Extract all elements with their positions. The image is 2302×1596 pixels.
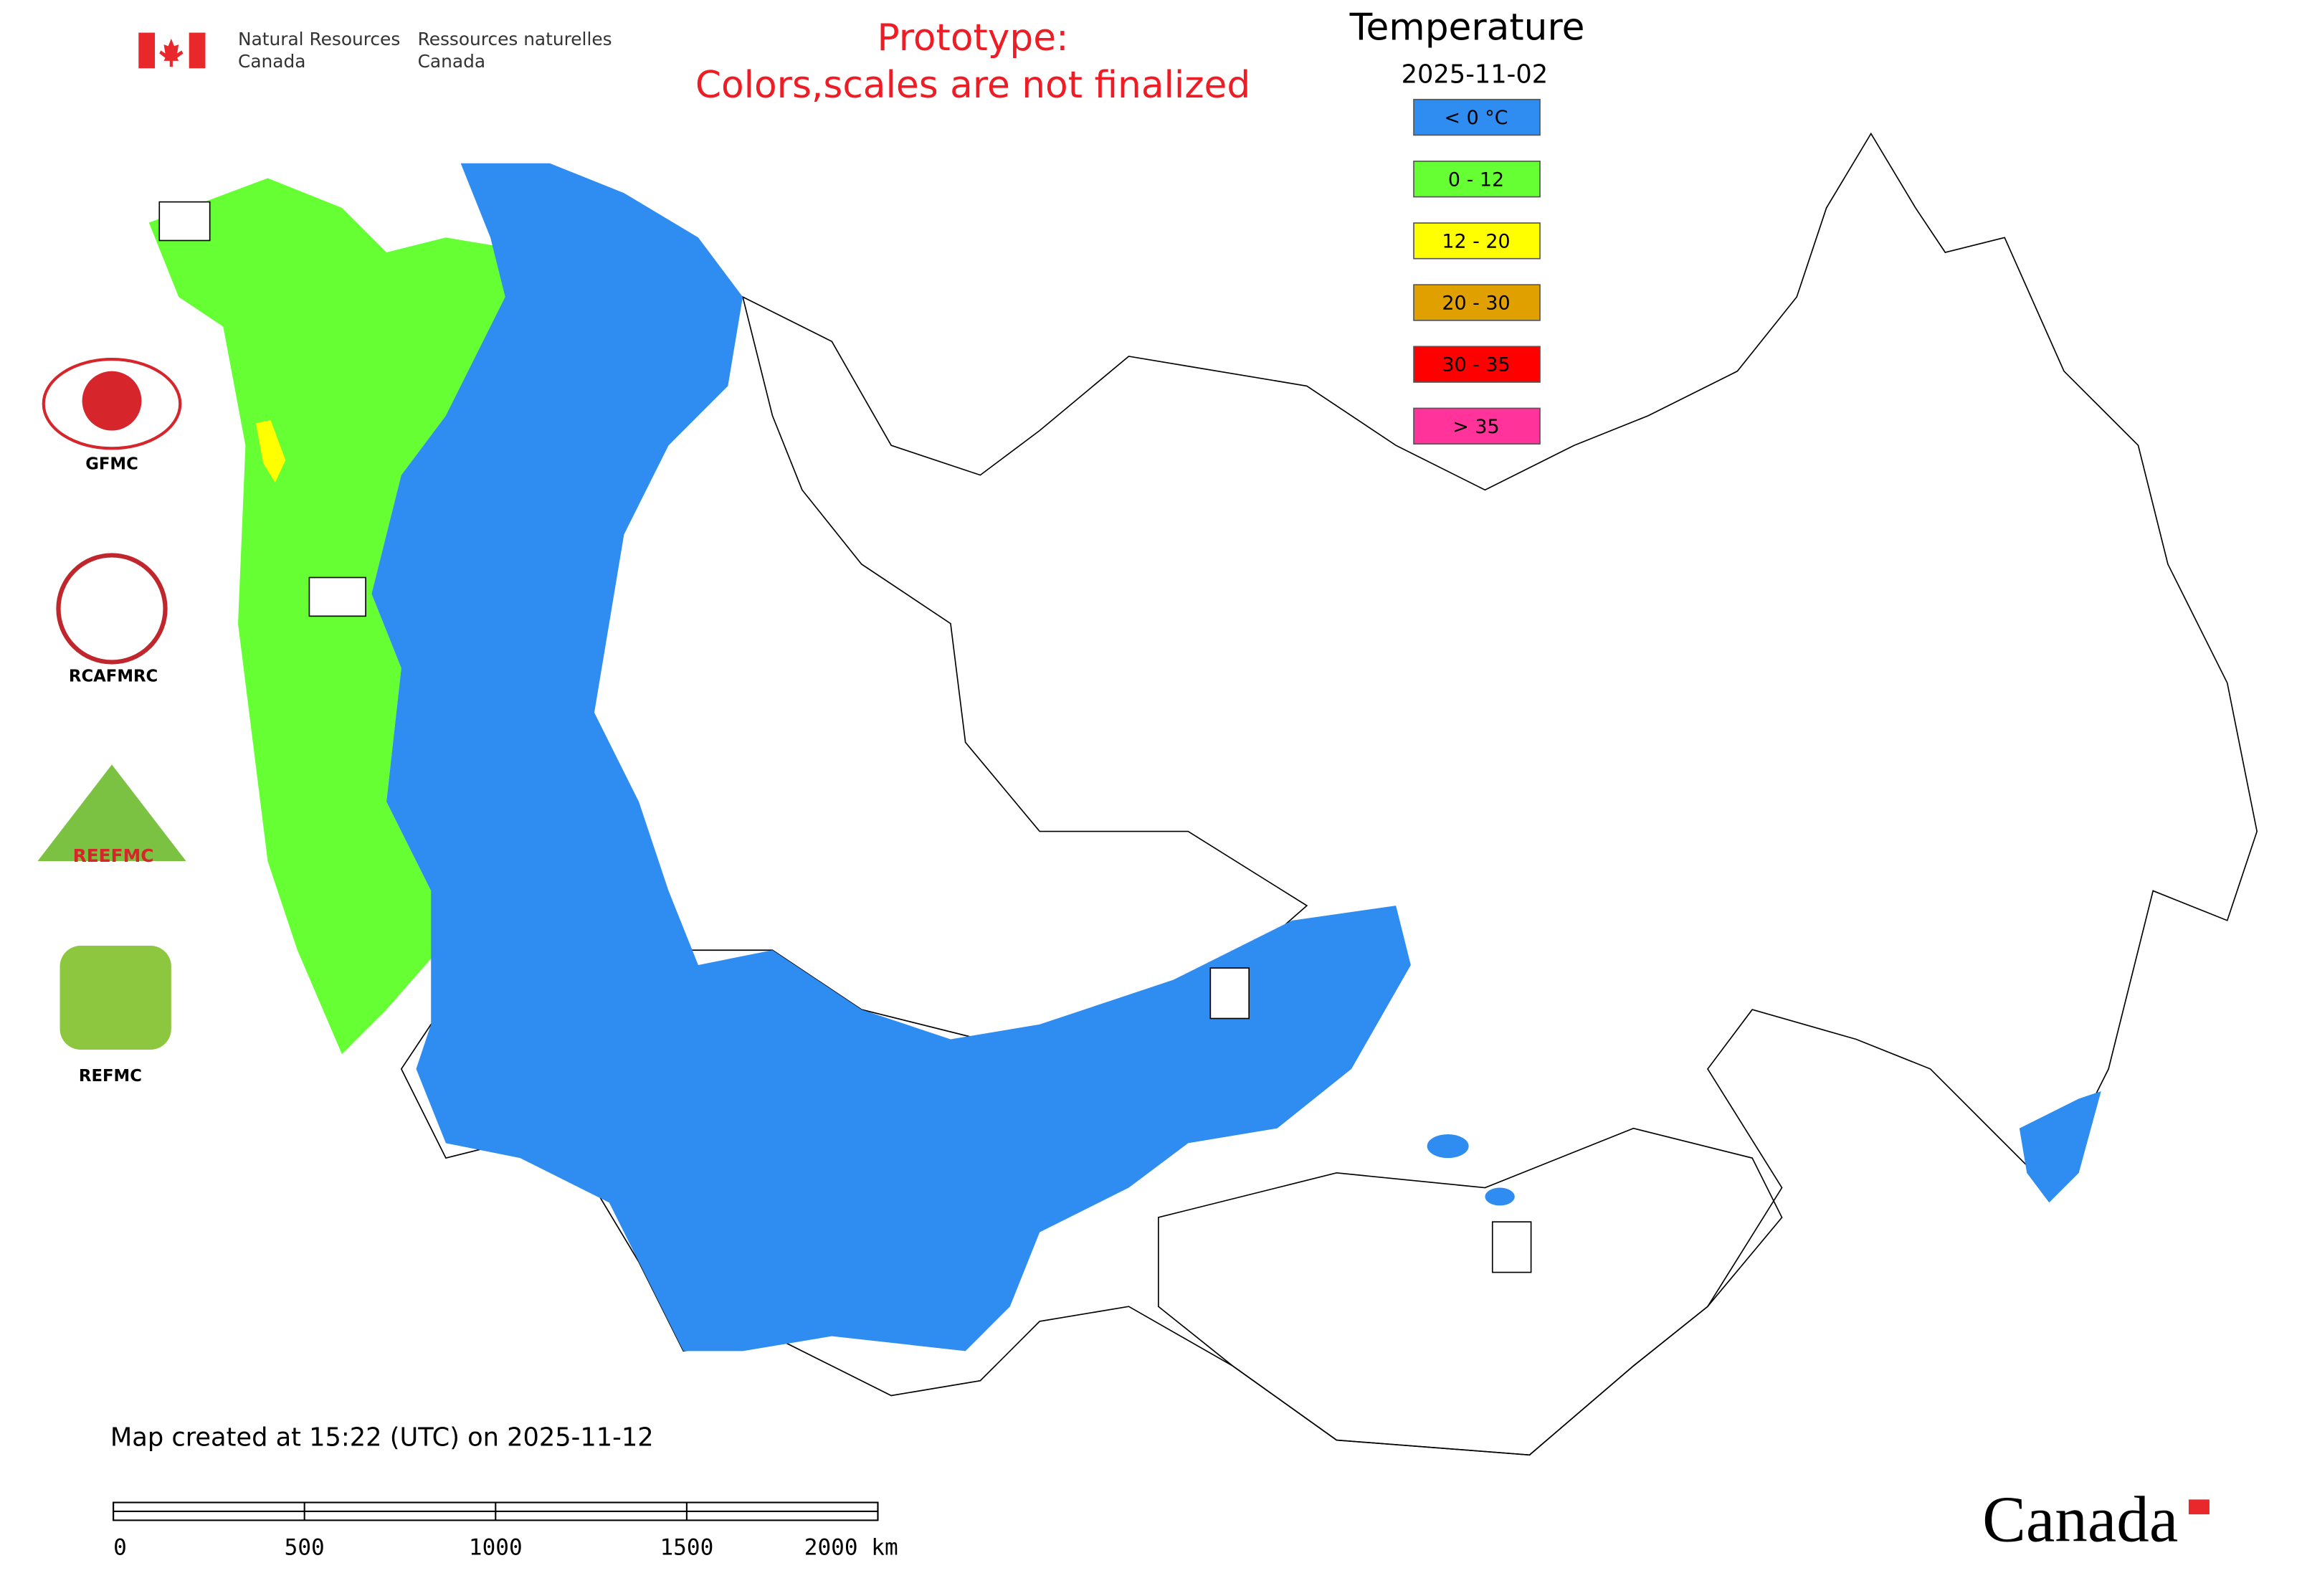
agency-fr: Ressources naturelles <box>418 29 612 49</box>
legend-swatch <box>1413 161 1541 198</box>
legend-label: < 0 °C <box>1444 107 1508 129</box>
logo-art <box>37 358 186 1050</box>
scale-label: 1500 <box>660 1535 713 1561</box>
legend-swatch <box>1413 346 1541 383</box>
station-icon <box>1209 967 1250 1020</box>
flag <box>138 32 206 69</box>
station-icon <box>308 576 366 617</box>
agency-en: Natural Resources <box>238 29 400 49</box>
logo-label: REFMC <box>79 1067 142 1086</box>
station-icon <box>1491 1221 1532 1273</box>
border <box>1158 1127 1783 1456</box>
area-yellow <box>255 420 286 483</box>
map <box>148 132 2258 1456</box>
scale-bar: 0 500 1000 1500 2000 km <box>113 1501 898 1561</box>
scale-label: 2000 km <box>804 1535 898 1561</box>
area-blue <box>1485 1187 1515 1206</box>
area-blue <box>371 163 1411 1352</box>
legend-swatch <box>1413 222 1541 260</box>
notice: Prototype: <box>877 16 1068 60</box>
legend-title: Temperature <box>1349 6 1585 49</box>
legend-label: > 35 <box>1452 416 1499 438</box>
legend-swatch <box>1413 407 1541 445</box>
legend-label: 0 - 12 <box>1448 168 1504 191</box>
legend-swatch <box>1413 284 1541 321</box>
legend-swatch <box>1413 98 1541 136</box>
area-blue <box>2019 1091 2101 1203</box>
scale-label: 500 <box>285 1535 325 1561</box>
legend-date: 2025-11-02 <box>1402 60 1549 90</box>
area-blue <box>1427 1134 1469 1159</box>
wordmark: Canada <box>1982 1483 2178 1556</box>
scale-label: 1000 <box>469 1535 523 1561</box>
logo-label: RCAFMRC <box>69 668 158 686</box>
logo-label: GFMC <box>85 455 138 474</box>
agency-fr: Canada <box>418 51 485 72</box>
notice: Colors,scales are not finalized <box>695 64 1250 107</box>
wordmark-flag <box>2188 1499 2210 1515</box>
logo-label: REEFMC <box>73 845 154 866</box>
legend-label: 30 - 35 <box>1442 354 1510 376</box>
legend-label: 12 - 20 <box>1442 230 1510 252</box>
scale-label: 0 <box>113 1535 127 1561</box>
created-note: Map created at 15:22 (UTC) on 2025-11-12 <box>110 1423 654 1453</box>
station-icon <box>158 201 211 242</box>
legend: < 0 °C 0 - 12 12 - 20 20 - 30 30 - 35 > 35 <box>1413 98 1541 445</box>
legend-label: 20 - 30 <box>1442 293 1510 315</box>
agency-en: Canada <box>238 51 305 72</box>
